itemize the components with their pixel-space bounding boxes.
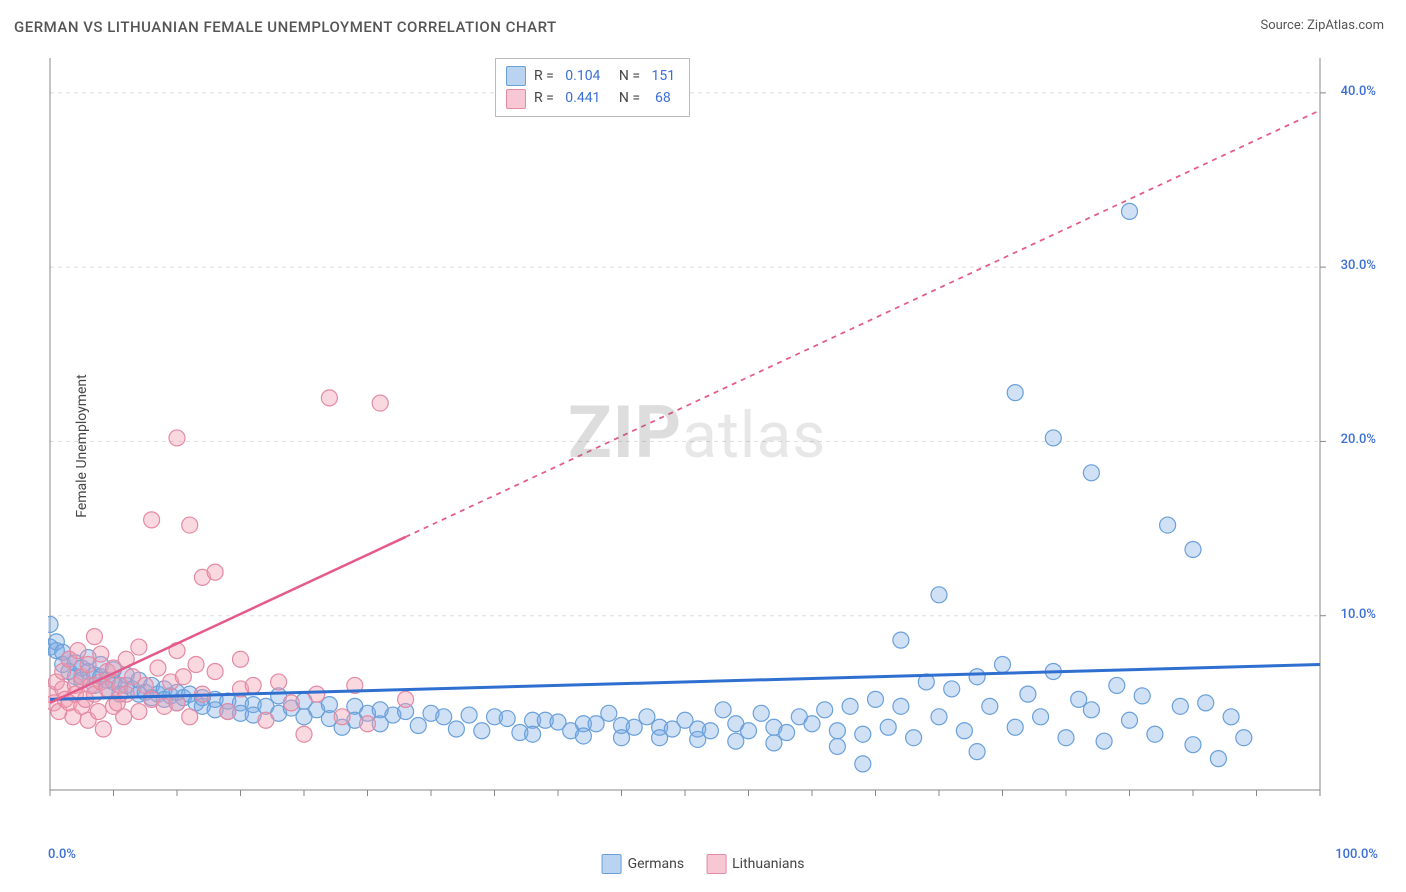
legend-swatch bbox=[602, 854, 622, 874]
chart-svg bbox=[48, 50, 1378, 820]
x-tick-max: 100.0% bbox=[1335, 847, 1378, 862]
chart-container: GERMAN VS LITHUANIAN FEMALE UNEMPLOYMENT… bbox=[0, 0, 1406, 892]
n-value: 68 bbox=[651, 87, 670, 109]
plot-area: ZIPatlas bbox=[48, 50, 1378, 820]
y-tick-40: 40.0% bbox=[1341, 84, 1376, 99]
n-value: 151 bbox=[651, 65, 675, 87]
y-tick-30: 30.0% bbox=[1341, 258, 1376, 273]
correlation-legend: R = 0.104 N = 151R = 0.441 N = 68 bbox=[495, 58, 690, 117]
legend-label: Germans bbox=[628, 856, 685, 872]
r-value: 0.441 bbox=[565, 87, 600, 109]
legend-row: R = 0.441 N = 68 bbox=[506, 87, 675, 109]
legend-label: Lithuanians bbox=[732, 856, 804, 872]
y-tick-10: 10.0% bbox=[1341, 607, 1376, 622]
legend-swatch bbox=[706, 854, 726, 874]
n-label: N = bbox=[608, 65, 643, 87]
source-label: Source: ZipAtlas.com bbox=[1260, 18, 1384, 33]
r-value: 0.104 bbox=[565, 65, 600, 87]
chart-title: GERMAN VS LITHUANIAN FEMALE UNEMPLOYMENT… bbox=[14, 18, 557, 36]
legend-item: Germans bbox=[602, 854, 685, 874]
legend-swatch bbox=[506, 66, 526, 86]
legend-row: R = 0.104 N = 151 bbox=[506, 65, 675, 87]
legend-swatch bbox=[506, 89, 526, 109]
n-label: N = bbox=[608, 87, 643, 109]
r-label: R = bbox=[534, 87, 557, 109]
r-label: R = bbox=[534, 65, 557, 87]
legend-item: Lithuanians bbox=[706, 854, 804, 874]
series-legend: Germans Lithuanians bbox=[602, 854, 805, 874]
x-tick-min: 0.0% bbox=[48, 847, 76, 862]
y-tick-20: 20.0% bbox=[1341, 432, 1376, 447]
